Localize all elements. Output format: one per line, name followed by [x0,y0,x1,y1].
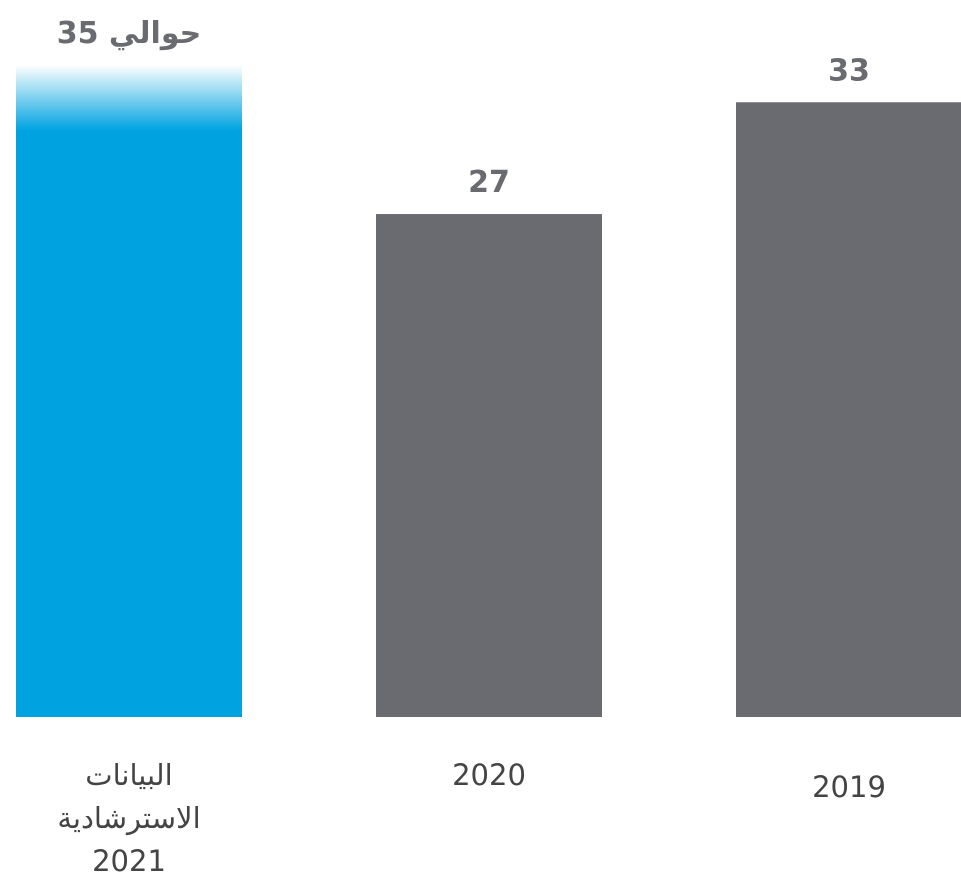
bar [16,65,242,717]
category-label: 2020 [452,758,526,792]
bar [376,214,602,717]
value-label: حوالي 35 [57,16,202,51]
bar [736,102,961,717]
category-label: البيانات الاسترشادية 2021 [57,758,201,878]
value-label: 27 [468,165,510,200]
value-label: 33 [828,53,870,88]
category-label: 2019 [812,770,886,804]
